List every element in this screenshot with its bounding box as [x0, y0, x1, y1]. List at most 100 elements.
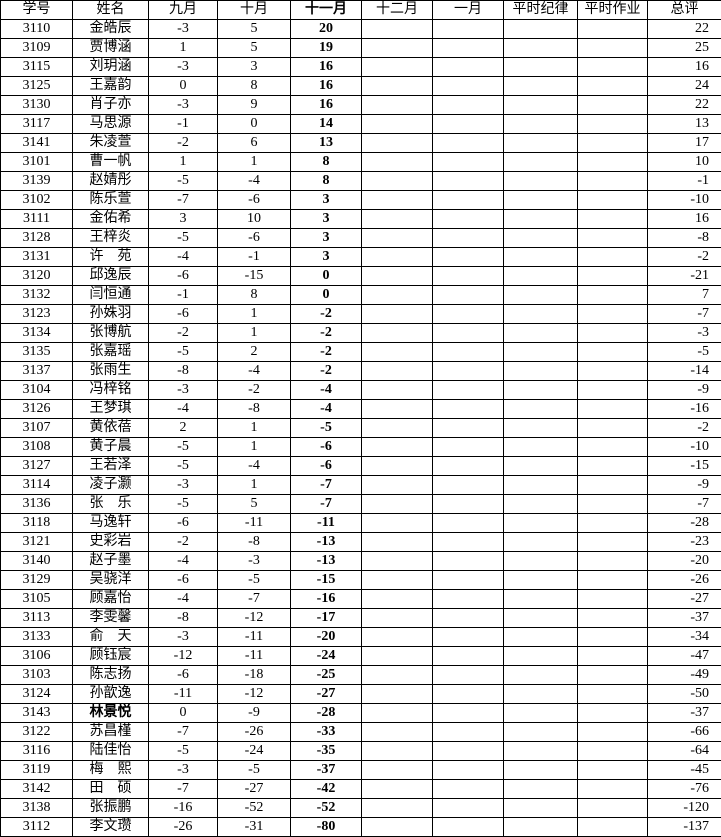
- cell-november: -37: [290, 760, 362, 780]
- cell-october: -5: [217, 760, 291, 780]
- cell-november: -16: [290, 589, 362, 609]
- cell-january: [432, 361, 504, 381]
- student-row: 3103 陈志扬 -6 -18 -25 -49: [0, 665, 721, 685]
- cell-total: -16: [647, 399, 721, 419]
- cell-discipline: [503, 266, 578, 286]
- cell-september: 3: [148, 209, 218, 229]
- cell-september: -3: [148, 19, 218, 39]
- cell-total: -37: [647, 608, 721, 628]
- student-row: 3122 苏昌槿 -7 -26 -33 -66: [0, 722, 721, 742]
- cell-october: -15: [217, 266, 291, 286]
- cell-september: -8: [148, 608, 218, 628]
- cell-total: 22: [647, 19, 721, 39]
- student-row: 3130 肖子亦 -3 9 16 22: [0, 95, 721, 115]
- cell-december: [361, 608, 433, 628]
- cell-discipline: [503, 19, 578, 39]
- cell-homework: [577, 513, 648, 533]
- cell-discipline: [503, 456, 578, 476]
- cell-september: -2: [148, 323, 218, 343]
- cell-discipline: [503, 760, 578, 780]
- cell-december: [361, 361, 433, 381]
- cell-december: [361, 665, 433, 685]
- cell-december: [361, 114, 433, 134]
- cell-december: [361, 551, 433, 571]
- cell-homework: [577, 456, 648, 476]
- cell-october: 1: [217, 304, 291, 324]
- cell-november: 8: [290, 171, 362, 191]
- cell-total: -9: [647, 475, 721, 495]
- cell-october: -1: [217, 247, 291, 267]
- cell-homework: [577, 703, 648, 723]
- cell-total: -14: [647, 361, 721, 381]
- cell-total: 17: [647, 133, 721, 153]
- cell-student-id: 3127: [0, 456, 73, 476]
- cell-november: -11: [290, 513, 362, 533]
- cell-january: [432, 133, 504, 153]
- cell-november: -7: [290, 475, 362, 495]
- cell-october: 8: [217, 285, 291, 305]
- cell-student-id: 3107: [0, 418, 73, 438]
- cell-october: 3: [217, 57, 291, 77]
- cell-october: -11: [217, 646, 291, 666]
- cell-january: [432, 171, 504, 191]
- cell-november: -2: [290, 304, 362, 324]
- cell-student-id: 3103: [0, 665, 73, 685]
- cell-october: -4: [217, 171, 291, 191]
- cell-january: [432, 114, 504, 134]
- cell-student-id: 3117: [0, 114, 73, 134]
- cell-discipline: [503, 114, 578, 134]
- cell-total: -64: [647, 741, 721, 761]
- cell-october: -5: [217, 570, 291, 590]
- cell-total: 13: [647, 114, 721, 134]
- cell-discipline: [503, 228, 578, 248]
- cell-discipline: [503, 589, 578, 609]
- cell-december: [361, 722, 433, 742]
- cell-name: 肖子亦: [72, 95, 149, 115]
- cell-homework: [577, 437, 648, 457]
- cell-january: [432, 703, 504, 723]
- cell-september: -5: [148, 741, 218, 761]
- cell-december: [361, 190, 433, 210]
- cell-january: [432, 551, 504, 571]
- cell-november: 16: [290, 95, 362, 115]
- cell-homework: [577, 266, 648, 286]
- cell-january: [432, 741, 504, 761]
- cell-october: 2: [217, 342, 291, 362]
- cell-december: [361, 19, 433, 39]
- student-row: 3106 顾钰宸 -12 -11 -24 -47: [0, 646, 721, 666]
- student-row: 3142 田 硕 -7 -27 -42 -76: [0, 779, 721, 799]
- cell-name: 马思源: [72, 114, 149, 134]
- cell-october: 5: [217, 19, 291, 39]
- cell-january: [432, 494, 504, 514]
- cell-discipline: [503, 190, 578, 210]
- cell-homework: [577, 817, 648, 837]
- cell-september: -3: [148, 95, 218, 115]
- cell-discipline: [503, 817, 578, 837]
- cell-january: [432, 266, 504, 286]
- cell-total: -2: [647, 247, 721, 267]
- cell-student-id: 3105: [0, 589, 73, 609]
- cell-october: 1: [217, 323, 291, 343]
- column-header-november: 十一月: [290, 0, 362, 20]
- cell-november: -25: [290, 665, 362, 685]
- cell-student-id: 3126: [0, 399, 73, 419]
- cell-discipline: [503, 171, 578, 191]
- cell-name: 王梦琪: [72, 399, 149, 419]
- cell-student-id: 3110: [0, 19, 73, 39]
- column-header-december: 十二月: [361, 0, 433, 20]
- cell-december: [361, 627, 433, 647]
- cell-january: [432, 456, 504, 476]
- student-row: 3123 孙姝羽 -6 1 -2 -7: [0, 304, 721, 324]
- cell-december: [361, 95, 433, 115]
- cell-september: -2: [148, 133, 218, 153]
- cell-name: 王梓炎: [72, 228, 149, 248]
- column-header-september: 九月: [148, 0, 218, 20]
- cell-name: 赵婧彤: [72, 171, 149, 191]
- cell-homework: [577, 589, 648, 609]
- student-row: 3125 王嘉韵 0 8 16 24: [0, 76, 721, 96]
- cell-january: [432, 19, 504, 39]
- cell-september: -5: [148, 456, 218, 476]
- cell-discipline: [503, 95, 578, 115]
- cell-november: -2: [290, 323, 362, 343]
- cell-december: [361, 475, 433, 495]
